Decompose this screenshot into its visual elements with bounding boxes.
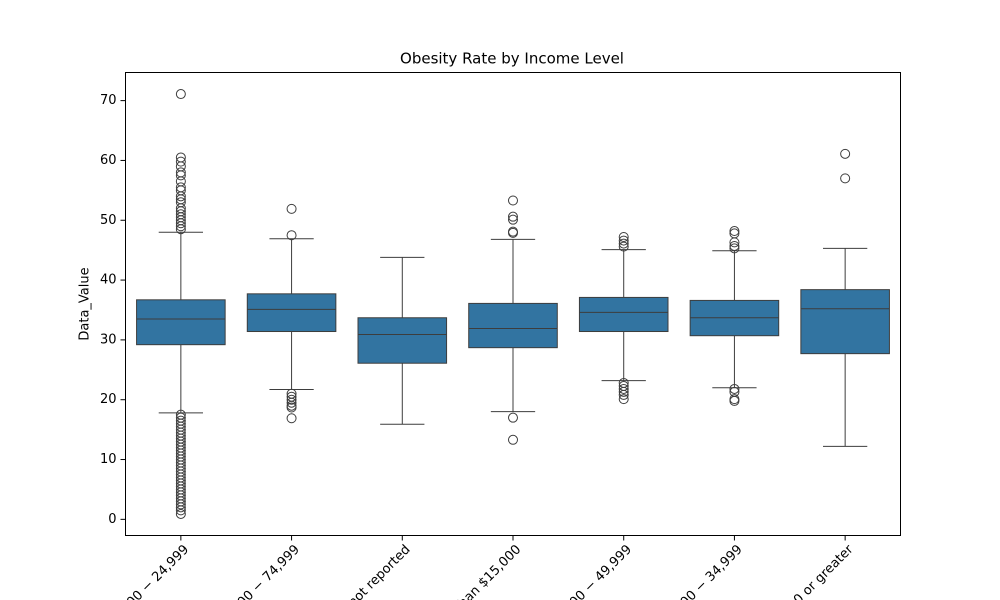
outlier: [175, 191, 186, 202]
outlier: [618, 389, 629, 400]
y-axis-label: Data_Value: [78, 267, 93, 340]
x-tick-label: 35,000 − 49,999: [547, 542, 635, 600]
outlier: [175, 156, 186, 167]
x-tick-label: $75,000 or greater: [759, 542, 857, 600]
outlier: [286, 413, 297, 424]
box: [578, 296, 669, 333]
outlier: [175, 505, 186, 516]
outlier: [175, 224, 186, 235]
outlier: [729, 226, 740, 237]
y-tick-label: 20: [100, 392, 117, 407]
outlier: [175, 508, 186, 519]
outlier: [840, 148, 851, 159]
outlier: [618, 386, 629, 397]
outlier: [286, 402, 297, 413]
y-tick-label: 10: [100, 452, 117, 467]
box: [136, 299, 226, 346]
outlier: [508, 434, 518, 445]
outlier: [618, 235, 629, 246]
outlier: [618, 394, 629, 405]
outlier: [508, 195, 518, 206]
outlier: [508, 211, 518, 222]
y-tick-label: 0: [108, 512, 116, 527]
outlier: [175, 218, 186, 229]
outlier: [618, 238, 629, 249]
outlier: [729, 237, 740, 248]
y-tick-label: 60: [100, 153, 117, 168]
outlier: [286, 394, 297, 405]
outlier: [175, 89, 186, 100]
x-tick-label: Less than $15,000: [429, 542, 525, 600]
outlier: [175, 502, 186, 513]
outlier: [729, 228, 740, 239]
x-tick-label: 25,000 − 34,999: [657, 542, 745, 600]
y-tick-label: 50: [100, 213, 117, 228]
box: [357, 317, 448, 364]
outlier: [729, 240, 740, 251]
box: [246, 293, 337, 333]
outlier: [508, 412, 518, 423]
outlier: [286, 397, 297, 408]
outlier: [618, 232, 629, 243]
box: [468, 302, 558, 349]
outlier: [729, 383, 740, 394]
outlier: [175, 170, 186, 181]
x-tick-label: 15,000 − 24,999: [104, 542, 192, 600]
box: [800, 289, 890, 355]
outlier: [175, 499, 186, 510]
x-tick-label: 50,000 − 74,999: [214, 542, 302, 600]
outlier: [729, 395, 740, 406]
x-tick-label: Data not reported: [321, 542, 414, 600]
outlier: [618, 383, 629, 394]
chart-title: Obesity Rate by Income Level: [400, 50, 624, 68]
y-tick-label: 30: [100, 332, 117, 347]
outlier: [508, 227, 518, 238]
y-tick-label: 40: [100, 273, 117, 288]
outlier: [840, 173, 851, 184]
outlier: [286, 203, 297, 214]
y-tick-label: 70: [100, 93, 117, 108]
outlier: [508, 214, 518, 225]
outlier: [286, 230, 297, 241]
outlier: [618, 241, 629, 252]
outlier: [729, 243, 740, 254]
outlier: [175, 221, 186, 232]
